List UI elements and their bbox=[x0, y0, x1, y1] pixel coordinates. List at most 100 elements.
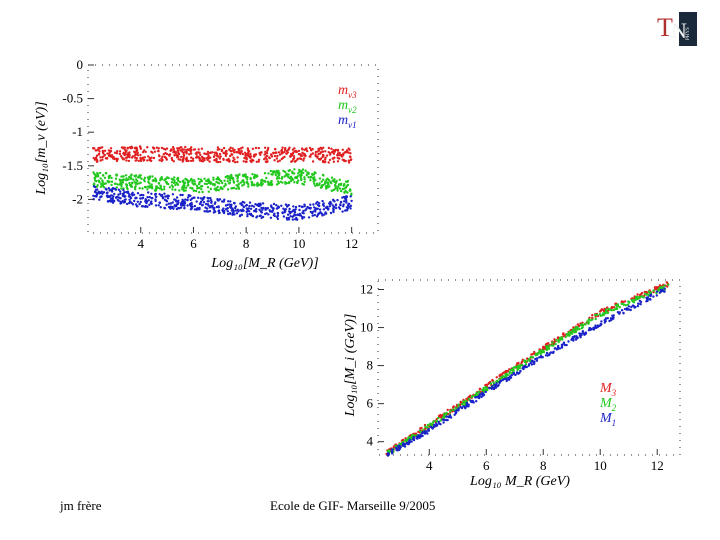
data-point bbox=[101, 192, 104, 195]
data-point bbox=[457, 409, 460, 412]
data-point bbox=[554, 347, 557, 350]
data-point bbox=[317, 157, 321, 161]
data-point bbox=[314, 154, 317, 158]
data-point bbox=[206, 153, 210, 156]
data-point bbox=[293, 147, 296, 150]
data-point bbox=[251, 182, 254, 186]
data-point bbox=[638, 293, 642, 297]
data-point bbox=[245, 207, 249, 210]
data-point bbox=[430, 426, 434, 430]
data-point bbox=[136, 176, 140, 179]
data-point bbox=[187, 196, 190, 199]
data-point bbox=[655, 290, 659, 293]
data-point bbox=[512, 373, 516, 376]
data-point bbox=[163, 188, 166, 191]
data-point bbox=[328, 205, 331, 208]
data-point bbox=[305, 207, 308, 210]
data-point bbox=[495, 376, 498, 379]
data-point bbox=[179, 149, 182, 152]
data-point bbox=[233, 202, 236, 205]
data-point bbox=[254, 146, 258, 150]
data-point bbox=[189, 208, 193, 211]
data-point bbox=[246, 178, 249, 181]
data-point bbox=[96, 160, 99, 163]
data-point bbox=[163, 198, 167, 201]
data-point bbox=[540, 349, 543, 352]
data-point bbox=[302, 157, 306, 160]
series-m_ν2 bbox=[92, 168, 353, 197]
data-point bbox=[276, 217, 280, 221]
data-point bbox=[200, 185, 203, 188]
x-tick-label: 8 bbox=[540, 458, 547, 473]
data-point bbox=[572, 326, 575, 329]
data-point bbox=[303, 154, 306, 157]
data-point bbox=[256, 175, 259, 178]
data-point bbox=[199, 197, 202, 200]
data-point bbox=[182, 201, 186, 204]
data-point bbox=[216, 160, 220, 164]
data-point bbox=[96, 172, 99, 175]
data-point bbox=[105, 156, 109, 160]
data-point bbox=[139, 197, 142, 200]
data-point bbox=[484, 390, 487, 394]
data-point bbox=[232, 186, 236, 190]
data-point bbox=[237, 147, 240, 151]
data-point bbox=[287, 216, 290, 220]
data-point bbox=[198, 157, 201, 160]
data-point bbox=[139, 200, 142, 204]
data-point bbox=[319, 152, 322, 155]
data-point bbox=[309, 176, 312, 179]
data-point bbox=[620, 309, 624, 312]
data-point bbox=[296, 157, 300, 160]
data-point bbox=[181, 188, 184, 191]
data-point bbox=[160, 157, 163, 160]
data-point bbox=[189, 152, 193, 155]
data-point bbox=[337, 185, 340, 188]
data-point bbox=[241, 173, 245, 177]
data-point bbox=[635, 295, 638, 299]
data-point bbox=[442, 421, 445, 424]
data-point bbox=[273, 214, 276, 218]
data-point bbox=[175, 200, 178, 203]
data-point bbox=[264, 180, 267, 183]
data-point bbox=[214, 189, 218, 192]
data-point bbox=[232, 156, 235, 159]
data-point bbox=[529, 355, 533, 359]
data-point bbox=[536, 357, 539, 360]
data-point bbox=[159, 184, 162, 187]
data-point bbox=[315, 202, 318, 205]
data-point bbox=[257, 158, 261, 161]
footer-event: Ecole de GIF- Marseille 9/2005 bbox=[270, 498, 436, 513]
data-point bbox=[125, 202, 129, 206]
data-point bbox=[173, 176, 176, 179]
data-point bbox=[227, 157, 230, 161]
data-point bbox=[407, 441, 410, 444]
data-point bbox=[320, 184, 324, 188]
data-point bbox=[300, 178, 303, 182]
data-point bbox=[482, 386, 485, 390]
data-point bbox=[111, 201, 115, 204]
data-point bbox=[345, 196, 348, 199]
data-point bbox=[347, 151, 350, 154]
data-point bbox=[203, 182, 207, 185]
data-point bbox=[228, 182, 231, 185]
data-point bbox=[229, 177, 233, 180]
data-point bbox=[302, 171, 305, 175]
data-point bbox=[649, 291, 653, 294]
data-point bbox=[184, 150, 187, 154]
data-point bbox=[139, 181, 142, 184]
y-tick-label: 10 bbox=[360, 320, 373, 335]
data-point bbox=[195, 151, 199, 154]
data-point bbox=[115, 186, 119, 189]
data-point bbox=[181, 203, 184, 206]
data-point bbox=[321, 173, 325, 177]
data-point bbox=[168, 154, 171, 157]
data-point bbox=[111, 187, 115, 190]
data-point bbox=[348, 155, 352, 158]
data-point bbox=[245, 156, 248, 159]
data-point bbox=[107, 187, 111, 190]
data-point bbox=[292, 205, 295, 208]
data-point bbox=[237, 210, 240, 213]
data-point bbox=[584, 322, 587, 325]
